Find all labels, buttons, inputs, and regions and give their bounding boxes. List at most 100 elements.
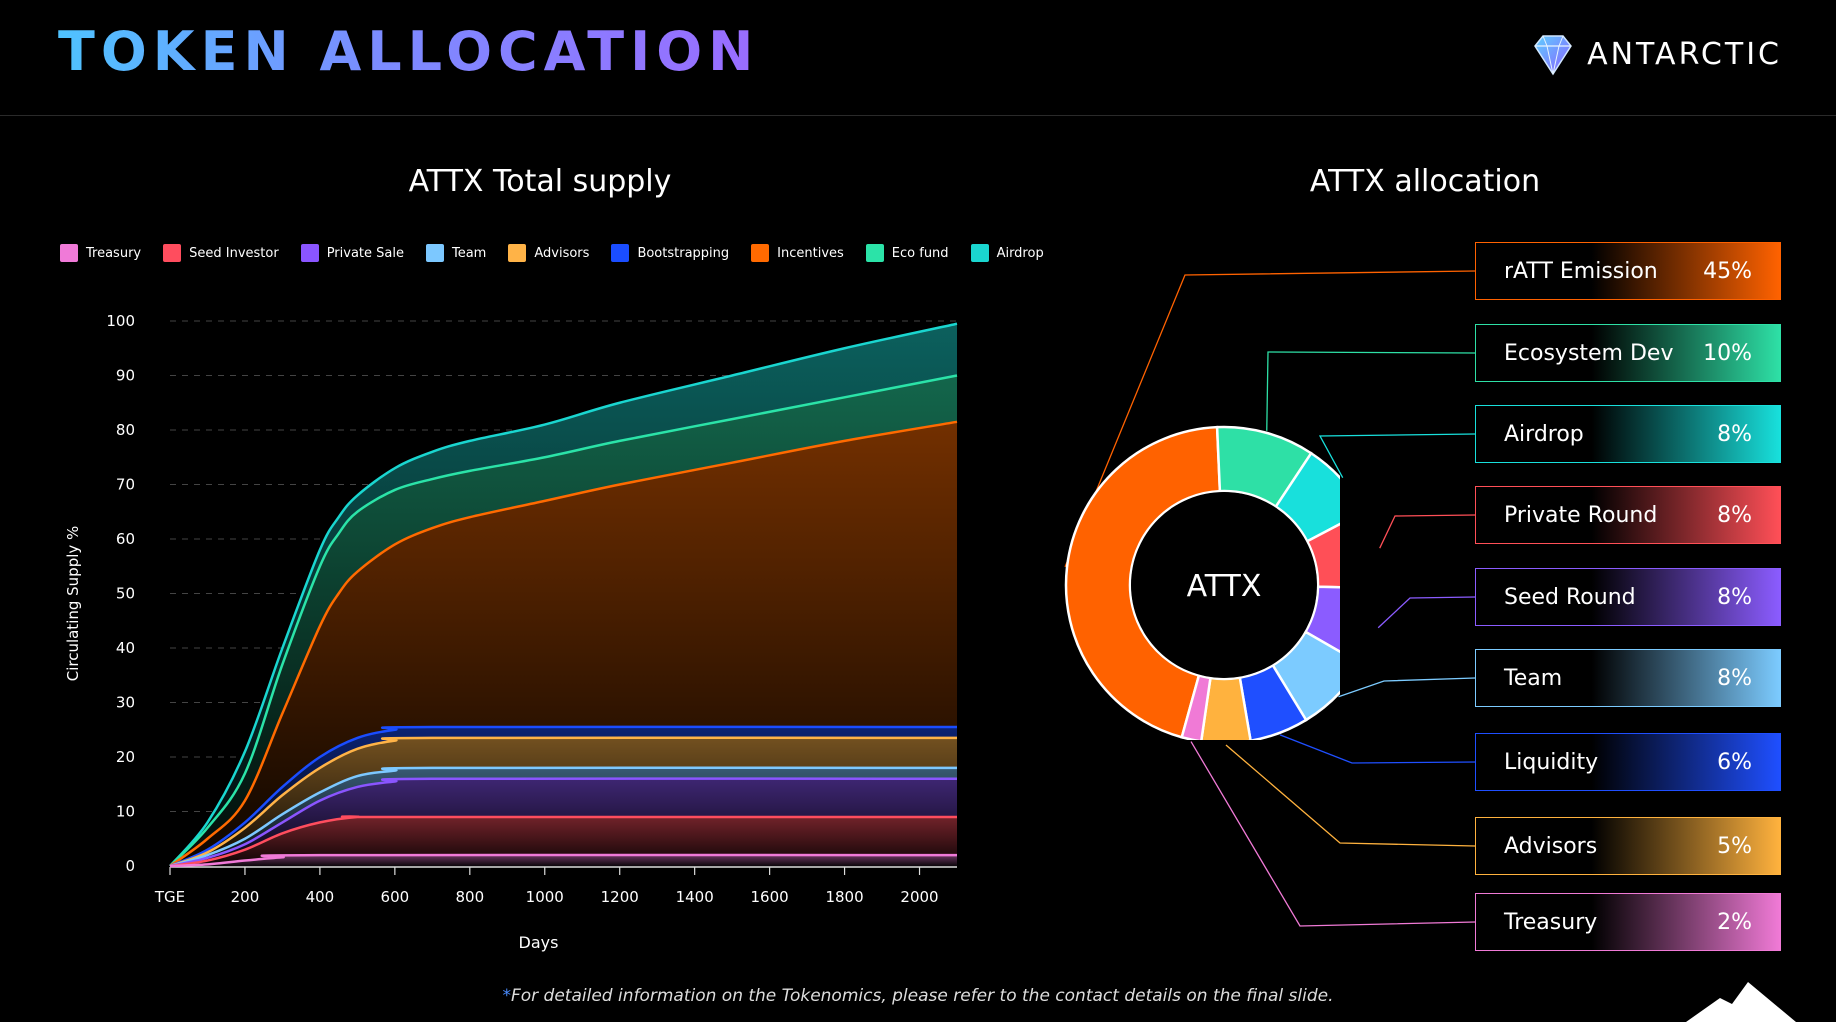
y-tick-label: 100 xyxy=(106,312,135,330)
legend-swatch xyxy=(970,244,989,262)
footnote-text: For detailed information on the Tokenomi… xyxy=(510,986,1334,1006)
x-tick-label: 1200 xyxy=(601,888,639,906)
allocation-label: Ecosystem Dev xyxy=(1504,340,1674,366)
allocation-percent: 5% xyxy=(1717,833,1752,859)
legend-swatch xyxy=(300,244,319,262)
brand-name: ANTARCTIC xyxy=(1587,36,1782,72)
y-tick-label: 50 xyxy=(116,585,135,603)
x-tick-label: 1400 xyxy=(676,888,714,906)
y-tick-label: 10 xyxy=(116,803,135,821)
leader-line-private-round xyxy=(1379,514,1476,549)
legend-swatch xyxy=(60,244,78,262)
series-line xyxy=(169,725,958,868)
legend-item-private-sale: Private Sale xyxy=(300,244,404,262)
x-axis-label: Days xyxy=(519,933,559,952)
slice-private-round xyxy=(1305,522,1340,589)
legend-label: Advisors xyxy=(534,245,590,261)
allocation-percent: 45% xyxy=(1703,258,1752,284)
chart-legend: Treasury Seed Investor Private Sale Team Adv… xyxy=(60,244,1044,262)
x-tick-label: 1000 xyxy=(526,888,564,906)
allocation-team: Team 8% xyxy=(1475,649,1781,707)
allocation-liquidity: Liquidity 6% xyxy=(1475,733,1781,791)
allocation-label: Private Round xyxy=(1504,502,1658,528)
allocation-ratt-emission: rATT Emission 45% xyxy=(1475,242,1781,300)
legend-swatch xyxy=(425,244,444,262)
leader-line-advisors xyxy=(1225,744,1476,847)
legend-label: Airdrop xyxy=(996,245,1044,261)
donut-hole xyxy=(1131,492,1317,678)
legend-item-advisors: Advisors xyxy=(508,244,589,262)
allocation-label: Treasury xyxy=(1504,909,1598,935)
series-line xyxy=(169,766,958,868)
series-area xyxy=(170,816,957,866)
series-treasury xyxy=(169,853,958,868)
legend-swatch xyxy=(163,244,182,262)
y-tick-label: 20 xyxy=(116,748,135,766)
allocation-label: rATT Emission xyxy=(1504,258,1658,284)
allocation-percent: 8% xyxy=(1717,584,1752,610)
page-title: TOKEN ALLOCATION xyxy=(58,20,760,83)
allocation-airdrop: Airdrop 8% xyxy=(1475,405,1781,463)
allocation-ecosystem-dev: Ecosystem Dev 10% xyxy=(1475,324,1781,382)
legend-item-bootstrapping: Bootstrapping xyxy=(611,244,729,262)
legend-label: Treasury xyxy=(86,245,142,261)
legend-label: Seed Investor xyxy=(189,245,279,261)
legend-item-eco-fund: Eco fund xyxy=(865,244,949,262)
brand: ANTARCTIC xyxy=(1529,30,1782,78)
series-line xyxy=(169,777,958,868)
slice-ratt-emission xyxy=(1064,425,1222,739)
y-tick-label: 30 xyxy=(116,694,135,712)
y-tick-label: 70 xyxy=(116,476,135,494)
allocation-percent: 6% xyxy=(1717,749,1752,775)
footnote: *For detailed information on the Tokenom… xyxy=(0,986,1836,1006)
legend-item-incentives: Incentives xyxy=(751,244,844,262)
allocation-treasury: Treasury 2% xyxy=(1475,893,1781,951)
legend-label: Incentives xyxy=(777,245,844,261)
allocation-label: Seed Round xyxy=(1504,584,1636,610)
y-tick-label: 80 xyxy=(116,421,135,439)
donut-chart-title: ATTX allocation xyxy=(1309,164,1541,199)
donut-chart: ATTX xyxy=(1064,425,1340,740)
diamond-logo-icon xyxy=(1534,35,1573,76)
area-chart: 0 10 20 30 40 50 60 70 80 90 100 TGE 200 400 600 800 100… xyxy=(64,312,958,952)
x-tick-label: 800 xyxy=(455,888,484,906)
allocation-percent: 8% xyxy=(1717,421,1752,447)
slice-treasury xyxy=(1180,674,1212,740)
series-line xyxy=(169,374,958,867)
legend-swatch xyxy=(611,244,630,262)
x-tick-label: 600 xyxy=(381,888,410,906)
allocation-label: Advisors xyxy=(1504,833,1598,859)
allocation-seed-round: Seed Round 8% xyxy=(1475,568,1781,626)
x-tick-label: TGE xyxy=(154,888,185,906)
legend-item-seed-investor: Seed Investor xyxy=(163,244,279,262)
series-line xyxy=(169,322,958,867)
allocation-label: Liquidity xyxy=(1504,749,1599,775)
leader-line-team xyxy=(1338,677,1476,698)
series-line xyxy=(169,420,958,868)
allocation-percent: 8% xyxy=(1717,665,1752,691)
y-tick-label: 90 xyxy=(116,367,135,385)
allocation-percent: 8% xyxy=(1717,502,1752,528)
allocation-label: Team xyxy=(1504,665,1563,691)
series-line xyxy=(169,853,958,868)
legend-swatch xyxy=(751,244,770,262)
x-tick-label: 1600 xyxy=(751,888,789,906)
legend-label: Bootstrapping xyxy=(637,245,730,261)
legend-label: Team xyxy=(451,245,487,261)
series-line xyxy=(169,736,958,868)
leader-line-airdrop xyxy=(1318,433,1476,479)
footnote-asterisk: * xyxy=(502,986,511,1006)
y-axis-label: Circulating Supply % xyxy=(64,526,82,682)
allocation-private-round: Private Round 8% xyxy=(1475,486,1781,544)
mountain-icon xyxy=(1686,982,1796,1022)
header: TOKEN ALLOCATION ANTARCTIC xyxy=(0,0,1836,116)
y-tick-label: 60 xyxy=(116,530,135,548)
legend-item-airdrop: Airdrop xyxy=(970,244,1044,262)
series-area xyxy=(170,854,957,866)
legend-item-team: Team xyxy=(425,244,487,262)
legend-label: Private Sale xyxy=(326,245,404,261)
leader-line-treasury xyxy=(1190,741,1476,927)
allocation-percent: 2% xyxy=(1717,909,1752,935)
y-tick-label: 40 xyxy=(116,639,135,657)
area-chart-title: ATTX Total supply xyxy=(408,164,672,199)
